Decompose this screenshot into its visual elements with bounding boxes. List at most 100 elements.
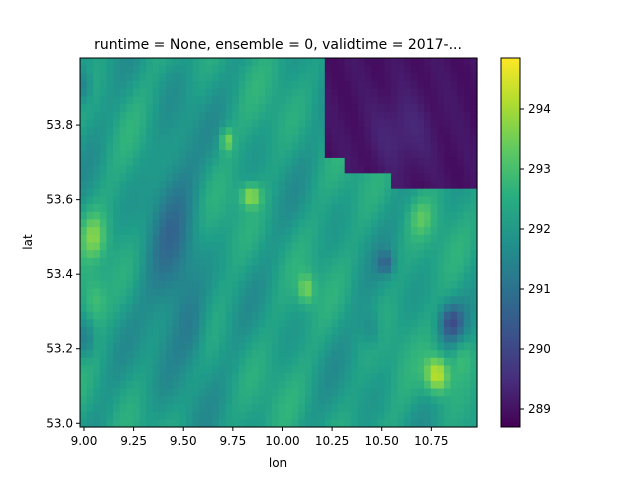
heatmap-cell <box>344 342 352 351</box>
heatmap-cell <box>344 104 352 113</box>
heatmap-cell <box>179 134 187 144</box>
heatmap-cell <box>377 350 385 359</box>
heatmap-cell <box>271 196 280 205</box>
heatmap-cell <box>80 350 88 359</box>
heatmap-cell <box>285 196 293 205</box>
heatmap-cell <box>318 204 326 213</box>
heatmap-cell <box>271 311 280 320</box>
heatmap-cell <box>126 357 134 367</box>
heatmap-cell <box>437 65 445 74</box>
heatmap-cell <box>225 242 233 251</box>
heatmap-cell <box>285 181 293 190</box>
heatmap-cell <box>318 119 326 128</box>
heatmap-cell <box>179 73 187 82</box>
heatmap-cell <box>238 181 247 190</box>
heatmap-cell <box>298 96 306 105</box>
heatmap-cell <box>318 273 326 282</box>
heatmap-cell <box>291 373 299 382</box>
heatmap-cell <box>351 304 359 313</box>
heatmap-cell <box>324 242 333 251</box>
heatmap-cell <box>338 304 346 313</box>
heatmap-cell <box>99 65 108 74</box>
heatmap-cell <box>285 150 293 159</box>
heatmap-cell <box>132 350 141 359</box>
heatmap-cell <box>199 181 207 190</box>
heatmap-cell <box>192 304 200 313</box>
heatmap-cell <box>390 357 399 367</box>
heatmap-cell <box>311 211 319 221</box>
heatmap-cell <box>245 327 253 336</box>
heatmap-cell <box>185 380 194 390</box>
heatmap-cell <box>152 73 160 82</box>
heatmap-cell <box>225 304 233 313</box>
heatmap-cell <box>364 234 372 244</box>
heatmap-cell <box>384 65 392 74</box>
heatmap-cell <box>212 142 220 151</box>
heatmap-cell <box>146 319 154 328</box>
heatmap-cell <box>304 250 313 259</box>
heatmap-cell <box>185 273 194 282</box>
heatmap-cell <box>390 73 399 82</box>
heatmap-cell <box>324 350 333 359</box>
heatmap-cell <box>390 111 399 121</box>
heatmap-cell <box>443 150 452 159</box>
heatmap-cell <box>364 157 372 167</box>
heatmap-cell <box>119 211 127 221</box>
heatmap-cell <box>291 104 299 113</box>
heatmap-cell <box>417 211 425 221</box>
heatmap-cell <box>324 104 333 113</box>
heatmap-cell <box>126 342 134 351</box>
heatmap-cell <box>424 65 432 74</box>
heatmap-cell <box>132 173 141 182</box>
heatmap-cell <box>450 296 458 305</box>
heatmap-cell <box>113 280 121 290</box>
heatmap-cell <box>232 380 240 390</box>
heatmap-cell <box>377 157 385 167</box>
heatmap-cell <box>126 334 134 344</box>
heatmap-cell <box>331 357 339 367</box>
heatmap-cell <box>212 173 220 182</box>
heatmap-cell <box>232 81 240 90</box>
heatmap-cell <box>364 142 372 151</box>
heatmap-cell <box>232 419 240 428</box>
heatmap-cell <box>80 365 88 374</box>
heatmap-cell <box>390 327 399 336</box>
heatmap-cell <box>185 280 194 290</box>
heatmap-cell <box>371 196 379 205</box>
heatmap-cell <box>344 242 352 251</box>
heatmap-cell <box>185 350 194 359</box>
heatmap-cell <box>285 257 293 267</box>
heatmap-cell <box>126 73 134 82</box>
heatmap-cell <box>443 350 452 359</box>
heatmap-cell <box>185 165 194 174</box>
heatmap-cell <box>119 296 127 305</box>
heatmap-cell <box>252 380 260 390</box>
heatmap-cell <box>146 104 154 113</box>
heatmap-cell <box>271 188 280 197</box>
heatmap-cell <box>265 327 273 336</box>
heatmap-cell <box>298 396 306 405</box>
heatmap-cell <box>225 73 233 82</box>
heatmap-cell <box>318 250 326 259</box>
heatmap-cell <box>463 96 471 105</box>
heatmap-cell <box>258 411 266 420</box>
heatmap-cell <box>437 411 445 420</box>
heatmap-cell <box>245 188 253 197</box>
heatmap-cell <box>232 257 240 267</box>
heatmap-cell <box>304 142 313 151</box>
heatmap-cell <box>80 196 88 205</box>
heatmap-cell <box>371 342 379 351</box>
heatmap-cell <box>311 265 319 274</box>
heatmap-cell <box>218 396 227 405</box>
heatmap-cell <box>304 242 313 251</box>
heatmap-cell <box>152 250 160 259</box>
heatmap-cell <box>86 380 94 390</box>
heatmap-cell <box>185 365 194 374</box>
heatmap-cell <box>397 134 405 144</box>
heatmap-cell <box>463 165 471 174</box>
heatmap-cell <box>245 257 253 267</box>
heatmap-cell <box>377 403 385 413</box>
heatmap-cell <box>126 65 134 74</box>
heatmap-cell <box>265 134 273 144</box>
heatmap-cell <box>139 173 147 182</box>
